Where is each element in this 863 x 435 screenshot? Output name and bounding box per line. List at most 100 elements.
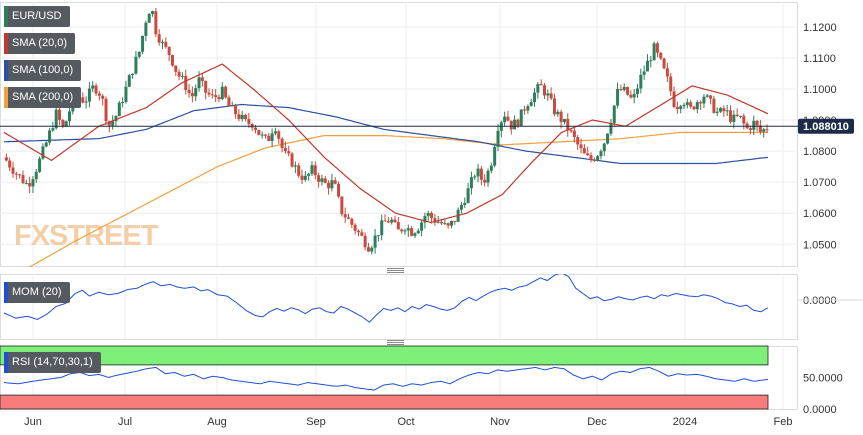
candle-body — [343, 214, 347, 218]
candle-body — [655, 43, 659, 53]
candle-body — [579, 144, 583, 149]
candle-body — [121, 102, 125, 104]
candle-body — [433, 218, 437, 223]
candle-body — [562, 118, 566, 123]
candle-body — [469, 177, 473, 189]
candle-body — [426, 212, 430, 217]
candle-body — [300, 175, 304, 180]
legend-mom[interactable]: MOM (20) — [4, 282, 70, 303]
candle-body — [34, 171, 38, 180]
candle-body — [167, 46, 171, 56]
candle-body — [350, 218, 354, 225]
candle-body — [320, 178, 324, 182]
candle-body — [151, 11, 155, 15]
candle-body — [406, 228, 410, 231]
candle-body — [712, 98, 716, 113]
candle-body — [101, 95, 105, 99]
candle-body — [559, 111, 563, 123]
candle-body — [187, 89, 191, 94]
candle-body — [227, 97, 231, 107]
candle-body — [386, 221, 390, 223]
sma-200-line — [28, 131, 768, 267]
candle-body — [170, 55, 174, 66]
candle-body — [363, 235, 367, 248]
y-tick-label: 1.0700 — [803, 177, 837, 189]
candle-body — [536, 84, 540, 93]
candle-body — [104, 98, 108, 122]
candle-body — [662, 58, 666, 69]
candle-body — [207, 92, 211, 95]
candle-body — [263, 134, 267, 136]
candle-body — [403, 230, 407, 232]
candle-body — [293, 165, 297, 167]
candle-body — [157, 34, 161, 43]
momentum-panel[interactable] — [0, 274, 798, 340]
candle-body — [21, 175, 25, 184]
candle-body — [290, 153, 294, 167]
legend-eurusd[interactable]: EUR/USD — [4, 6, 70, 27]
candle-body — [436, 221, 440, 223]
candle-body — [184, 75, 188, 90]
candle-body — [214, 95, 218, 98]
legend-sma100[interactable]: SMA (100,0) — [4, 60, 82, 81]
rsi-overbought-band — [0, 345, 769, 366]
candle-body — [224, 86, 228, 98]
candle-body — [124, 86, 128, 103]
candle-body — [589, 155, 593, 160]
candle-body — [523, 109, 527, 111]
candle-body — [509, 120, 513, 130]
candle-body — [596, 156, 600, 161]
candle-body — [273, 131, 277, 134]
candle-body — [639, 74, 643, 89]
candle-body — [220, 86, 224, 100]
pane-resize-handle-2[interactable] — [387, 340, 404, 345]
candle-body — [323, 178, 327, 183]
candle-body — [679, 106, 683, 110]
candle-body — [340, 196, 344, 215]
mom-path — [3, 274, 769, 323]
candle-body — [592, 159, 596, 161]
candle-body — [313, 165, 317, 176]
candle-body — [762, 129, 766, 132]
rsi-line — [3, 366, 769, 391]
candle-body — [526, 106, 530, 111]
candle-body — [317, 175, 321, 182]
candle-body — [725, 110, 729, 112]
legend-sma20[interactable]: SMA (20,0) — [4, 33, 76, 54]
candle-body — [755, 120, 759, 126]
candle-body — [67, 111, 71, 122]
candle-body — [303, 175, 307, 180]
candle-body — [257, 129, 261, 135]
candle-body — [533, 92, 537, 103]
x-tick-label: Feb — [774, 416, 793, 428]
pane-resize-handle-1[interactable] — [387, 268, 404, 273]
candle-body — [64, 121, 68, 127]
candle-body — [443, 223, 447, 225]
candle-body — [486, 170, 490, 183]
legend-sma200[interactable]: SMA (200,0) — [4, 87, 82, 108]
candle-body — [566, 118, 570, 131]
legend-rsi[interactable]: RSI (14,70,30,1) — [4, 352, 101, 373]
candle-body — [204, 80, 208, 93]
legend-swatch — [4, 282, 8, 303]
candle-body — [330, 180, 334, 189]
candle-body — [546, 93, 550, 96]
candle-body — [164, 41, 168, 47]
candle-body — [602, 143, 606, 152]
candle-body — [636, 88, 640, 94]
candle-body — [496, 130, 500, 147]
candle-body — [14, 173, 18, 175]
candle-body — [430, 212, 434, 219]
candle-body — [87, 88, 91, 102]
rsi-y-tick-label: 0.0000 — [803, 404, 837, 416]
y-tick-label: 1.0500 — [803, 239, 837, 251]
y-tick-label: 1.0800 — [803, 146, 837, 158]
candle-body — [370, 247, 374, 252]
candle-body — [569, 130, 573, 132]
candle-body — [616, 88, 620, 106]
rsi-oversold-band — [0, 394, 769, 410]
candle-body — [645, 60, 649, 72]
sma-100-line — [3, 103, 769, 165]
candle-body — [748, 128, 752, 130]
